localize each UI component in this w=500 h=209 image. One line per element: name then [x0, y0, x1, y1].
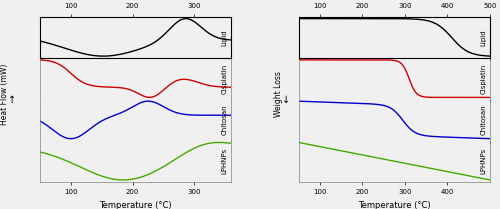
- X-axis label: Temperature (°C): Temperature (°C): [358, 201, 430, 209]
- Text: LPHNPs: LPHNPs: [480, 148, 486, 174]
- Text: Heat Flow (mW): Heat Flow (mW): [0, 63, 10, 125]
- Text: Lipid: Lipid: [222, 29, 228, 46]
- Text: Weight Loss: Weight Loss: [274, 71, 283, 117]
- Text: LPHNPs: LPHNPs: [222, 148, 228, 174]
- Text: ↓: ↓: [282, 95, 290, 105]
- Text: ↑: ↑: [8, 95, 16, 105]
- Text: Cisplatin: Cisplatin: [480, 64, 486, 94]
- Text: Chitosan: Chitosan: [480, 104, 486, 135]
- X-axis label: Temperature (°C): Temperature (°C): [100, 201, 172, 209]
- Text: Lipid: Lipid: [480, 29, 486, 46]
- Text: Chitosan: Chitosan: [222, 104, 228, 135]
- Text: Cisplatin: Cisplatin: [222, 64, 228, 94]
